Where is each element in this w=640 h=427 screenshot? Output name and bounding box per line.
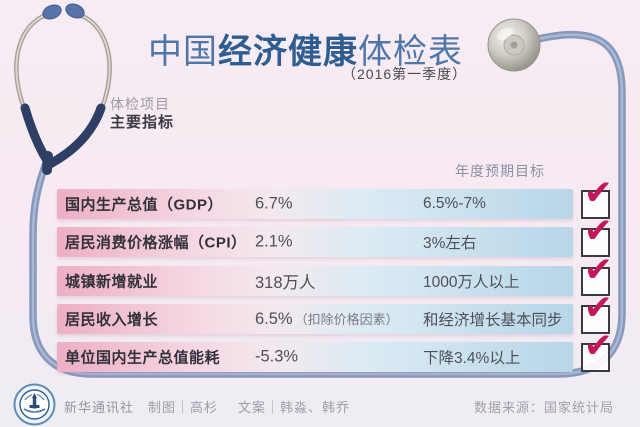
title-part-regular: 中国 <box>148 33 218 71</box>
row-bar: 城镇新增就业 318万人 1000万人以上 <box>57 266 573 296</box>
row-value-number: 318万人 <box>255 274 316 292</box>
checkbox-checked[interactable]: ✔ <box>581 176 613 219</box>
row-value-number: 2.1% <box>255 232 293 251</box>
row-value: -5.3% <box>255 348 300 367</box>
footer-agency: 新华通讯社 <box>64 400 135 415</box>
table-row: 居民收入增长 6.5% （扣除价格因素） 和经济增长基本同步 ✔ <box>57 291 613 334</box>
title-part-bold: 经济健康 <box>218 33 358 71</box>
checkbox-checked[interactable]: ✔ <box>581 253 613 296</box>
row-label: 单位国内生产总值能耗 <box>65 349 221 367</box>
title-subtitle: （2016第一季度） <box>342 66 468 82</box>
row-label: 居民收入增长 <box>65 311 159 329</box>
checkbox-checked[interactable]: ✔ <box>581 329 613 372</box>
stethoscope-chest-piece-icon <box>487 18 541 72</box>
row-target: 和经济增长基本同步 <box>423 312 563 329</box>
row-label: 国内生产总值（GDP） <box>65 196 224 214</box>
xinhua-logo-icon <box>13 383 56 426</box>
legend-exam-item: 体检项目 <box>110 96 170 112</box>
row-target: 下降3.4%以上 <box>423 350 521 367</box>
checkbox-checked[interactable]: ✔ <box>581 214 613 257</box>
stethoscope-y-connector <box>20 103 106 175</box>
check-icon: ✔ <box>584 289 613 327</box>
footer-data-source: 数据来源：国家统计局 <box>473 400 614 415</box>
stethoscope-metal-tubes <box>14 11 112 111</box>
footer-credits-copy: 文案｜韩淼、韩乔 <box>238 400 351 415</box>
check-icon: ✔ <box>584 327 613 365</box>
row-target: 6.5%-7% <box>423 195 486 212</box>
footer-credits-design: 制图｜高杉 <box>148 400 219 415</box>
title-part-regular-2: 体检表 <box>358 33 463 71</box>
stethoscope-earpieces <box>42 3 85 20</box>
row-target: 3%左右 <box>423 235 477 252</box>
table-row: 居民消费价格涨幅（CPI） 2.1% 3%左右 ✔ <box>57 214 613 257</box>
checkbox-checked[interactable]: ✔ <box>581 291 613 334</box>
page-title: 中国经济健康体检表 <box>148 24 463 73</box>
row-bar: 国内生产总值（GDP） 6.7% 6.5%-7% <box>57 189 573 219</box>
target-column-header: 年度预期目标 <box>455 163 545 179</box>
table-row: 单位国内生产总值能耗 -5.3% 下降3.4%以上 ✔ <box>57 329 613 372</box>
row-bar: 居民收入增长 6.5% （扣除价格因素） 和经济增长基本同步 <box>57 304 573 334</box>
row-value: 6.5% （扣除价格因素） <box>255 309 399 329</box>
row-target: 1000万人以上 <box>423 274 520 291</box>
check-icon: ✔ <box>584 212 613 250</box>
row-value: 6.7% <box>255 195 295 214</box>
table-row: 城镇新增就业 318万人 1000万人以上 ✔ <box>57 253 613 296</box>
row-value: 318万人 <box>255 269 318 293</box>
row-value-note: （扣除价格因素） <box>294 312 399 327</box>
row-value-number: -5.3% <box>255 347 299 366</box>
check-icon: ✔ <box>584 251 613 289</box>
row-bar: 单位国内生产总值能耗 -5.3% 下降3.4%以上 <box>57 342 573 372</box>
row-value: 2.1% <box>255 233 295 252</box>
row-bar: 居民消费价格涨幅（CPI） 2.1% 3%左右 <box>57 227 573 257</box>
legend-main-indicator: 主要指标 <box>110 114 175 131</box>
row-label: 城镇新增就业 <box>65 273 159 291</box>
row-value-number: 6.5% <box>255 310 293 328</box>
row-label: 居民消费价格涨幅（CPI） <box>65 234 247 252</box>
check-icon: ✔ <box>584 174 613 212</box>
table-row: 国内生产总值（GDP） 6.7% 6.5%-7% ✔ <box>57 176 613 219</box>
row-value-number: 6.7% <box>255 194 293 213</box>
